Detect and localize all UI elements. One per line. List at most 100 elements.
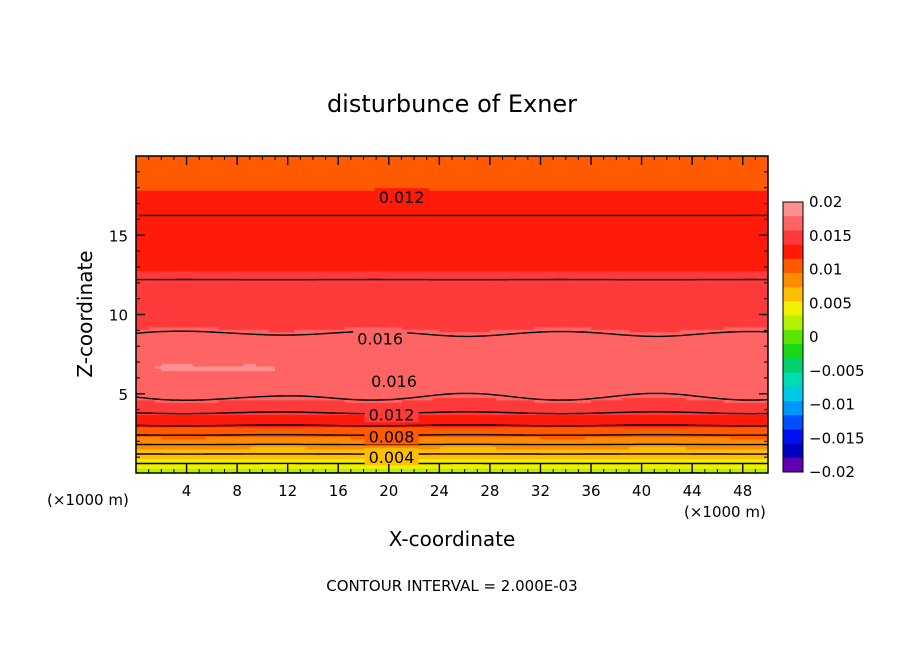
contour-band-cell bbox=[136, 202, 768, 206]
contour-band-cell bbox=[136, 336, 768, 340]
contour-band-cell bbox=[344, 326, 403, 330]
contour-band-cell bbox=[136, 441, 768, 445]
contour-line bbox=[136, 424, 768, 427]
contour-band-cell bbox=[534, 326, 592, 330]
colorbar-segment bbox=[783, 315, 803, 331]
contour-band-cell bbox=[136, 180, 768, 184]
contour-label: 0.012 bbox=[369, 405, 415, 424]
contour-fill-bands bbox=[136, 156, 768, 473]
x-tick-label: 20 bbox=[379, 482, 398, 500]
contour-band-cell bbox=[136, 355, 768, 359]
contour-band-cell bbox=[136, 463, 768, 467]
contour-band-cell bbox=[496, 397, 624, 401]
contour-band-cell bbox=[136, 373, 768, 377]
contour-band-cell bbox=[136, 209, 768, 213]
colorbar-frame bbox=[782, 201, 804, 473]
contour-band-cell bbox=[136, 273, 768, 277]
contour-band-cell bbox=[136, 246, 768, 250]
colorbar-segment bbox=[783, 273, 803, 288]
contour-band-cell bbox=[723, 399, 768, 403]
colorbar-segment bbox=[783, 344, 803, 359]
colorbar-label: 0 bbox=[809, 328, 819, 346]
contour-line bbox=[136, 434, 768, 436]
contour-band-cell bbox=[136, 431, 768, 435]
colorbar-segment bbox=[783, 457, 803, 473]
contour-band-cell bbox=[218, 399, 346, 403]
colorbar-segment bbox=[783, 216, 803, 231]
contour-band-cell bbox=[679, 329, 768, 333]
contour-band-cell bbox=[591, 326, 725, 330]
colorbar-segment bbox=[783, 400, 803, 416]
contour-band-cell bbox=[136, 453, 768, 457]
colorbar-segment bbox=[783, 429, 803, 444]
contour-band-cell bbox=[136, 312, 768, 316]
contour-band-cell bbox=[136, 285, 768, 289]
contour-band-cell bbox=[136, 365, 156, 369]
contour-label: 0.008 bbox=[369, 428, 415, 447]
contour-band-cell bbox=[136, 236, 768, 240]
contour-band-cell bbox=[136, 224, 768, 228]
contour-band-cell bbox=[136, 363, 162, 367]
colorbar-segment bbox=[783, 415, 803, 430]
contour-band-cell bbox=[136, 197, 768, 201]
contour-band-cell bbox=[243, 363, 257, 367]
contour-band-cell bbox=[136, 241, 768, 245]
contour-band-cell bbox=[136, 185, 768, 189]
contour-label: 0.004 bbox=[369, 448, 415, 467]
colorbar-labels: 0.02 0.015 0.01 0.005 0 −0.005 −0.01 −0.015 −0.0… bbox=[809, 193, 865, 481]
contour-band-cell bbox=[136, 319, 768, 323]
contour-band-cell bbox=[136, 458, 768, 462]
contour-band-cell bbox=[161, 436, 207, 440]
contour-label-bg bbox=[374, 188, 429, 206]
x-tick-label: 12 bbox=[278, 482, 297, 500]
contour-band-cell bbox=[268, 329, 295, 333]
contour-band-cell bbox=[622, 397, 687, 401]
contour-band-cell bbox=[275, 365, 768, 369]
x-axis-ticks: 4 8 12 16 20 24 28 32 36 40 44 48 bbox=[148, 156, 756, 500]
contour-band-cell bbox=[136, 207, 768, 211]
contour-band-cell bbox=[136, 270, 768, 274]
contour-lines bbox=[136, 214, 768, 473]
contour-band-cell bbox=[685, 446, 768, 450]
contour-band-cell bbox=[136, 348, 768, 352]
contour-band-cell bbox=[205, 436, 352, 440]
colorbar-segment bbox=[783, 443, 803, 459]
contour-band-cell bbox=[136, 407, 768, 411]
contour-band-cell bbox=[136, 455, 768, 459]
contour-band-cell bbox=[136, 353, 768, 357]
contour-band-cell bbox=[136, 341, 768, 345]
contour-band-cell bbox=[136, 314, 768, 318]
y-tick-label: 10 bbox=[109, 307, 128, 325]
contour-band-cell bbox=[136, 451, 768, 455]
colorbar-label: 0.02 bbox=[809, 193, 842, 211]
contour-band-cell bbox=[136, 275, 768, 279]
contour-band-cell bbox=[136, 343, 768, 347]
contour-band-cell bbox=[591, 399, 725, 403]
y-tick-label: 5 bbox=[118, 386, 128, 404]
chart-title: disturbunce of Exner bbox=[327, 90, 577, 118]
contour-band-cell bbox=[136, 243, 768, 247]
contour-band-cell bbox=[136, 160, 768, 164]
contour-band-cell bbox=[136, 253, 768, 257]
contour-band-cell bbox=[136, 163, 768, 167]
contour-band-cell bbox=[136, 326, 150, 330]
contour-band-cell bbox=[136, 460, 768, 464]
contour-band-cell bbox=[136, 307, 768, 311]
contour-band-cell bbox=[136, 368, 162, 372]
contour-line bbox=[136, 411, 768, 415]
contour-band-cell bbox=[192, 363, 245, 367]
contour-band-cell bbox=[136, 448, 768, 452]
contour-band-cell bbox=[136, 255, 768, 260]
contour-band-cell bbox=[136, 412, 768, 416]
contour-band-cell bbox=[401, 399, 535, 403]
contour-band-cell bbox=[136, 331, 768, 335]
contour-band-cell bbox=[439, 446, 497, 450]
contour-band-cell bbox=[136, 397, 434, 401]
contour-band-cell bbox=[136, 443, 768, 447]
colorbar-label: −0.015 bbox=[809, 429, 865, 447]
contour-band-cell bbox=[136, 375, 768, 379]
x-unit-left: (×1000 m) bbox=[47, 491, 129, 509]
contour-label: 0.016 bbox=[357, 329, 403, 348]
x-tick-label: 28 bbox=[480, 482, 499, 500]
contour-band-cell bbox=[136, 280, 768, 284]
